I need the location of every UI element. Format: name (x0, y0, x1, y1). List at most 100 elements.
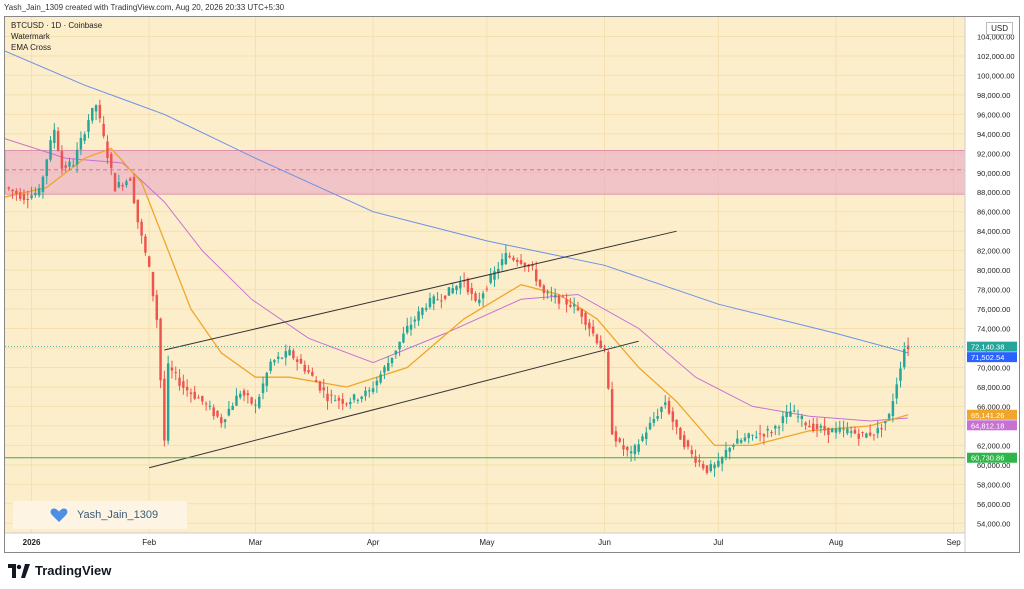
candle-body (724, 449, 728, 458)
candle-body (432, 296, 436, 304)
y-tick-label: 74,000.00 (977, 325, 1010, 334)
candle-body (189, 392, 193, 394)
y-tick-label: 70,000.00 (977, 363, 1010, 372)
candle-body (216, 410, 219, 417)
candle-body (690, 450, 694, 455)
candle-body (128, 178, 132, 181)
candle-body (136, 199, 140, 223)
candle-body (846, 428, 849, 434)
candle-body (204, 403, 208, 405)
y-tick-label: 68,000.00 (977, 383, 1010, 392)
candle-body (345, 403, 348, 405)
candle-body (584, 312, 587, 325)
candle-body (512, 257, 515, 261)
candle-body (349, 402, 352, 405)
x-tick-label: Apr (367, 538, 380, 547)
y-tick-label: 90,000.00 (977, 169, 1010, 178)
candle-body (110, 153, 113, 168)
brand-name: TradingView (35, 563, 112, 578)
ema-slow-line (5, 50, 909, 354)
candle-body (823, 425, 826, 431)
candle-body (861, 432, 864, 434)
candle-body (607, 351, 610, 389)
candle-body (876, 428, 879, 434)
candle-body (645, 432, 648, 439)
candle-body (132, 176, 136, 204)
currency-label[interactable]: USD (986, 22, 1013, 35)
candle-body (682, 435, 686, 448)
candle-body (314, 380, 318, 383)
candle-body (538, 279, 542, 287)
candle-body (804, 422, 807, 426)
y-tick-label: 82,000.00 (977, 247, 1010, 256)
candle-body (295, 359, 299, 362)
candle-body (174, 372, 177, 374)
y-tick-label: 102,000.00 (977, 52, 1015, 61)
candle-body (37, 187, 41, 196)
candle-body (79, 137, 83, 150)
candle-body (155, 294, 159, 320)
candle-body (652, 419, 656, 423)
candle-body (660, 407, 663, 413)
price-chart[interactable]: 54,000.00 56,000.00 58,000.00 60,000.00 62,0… (5, 17, 1019, 552)
candle-body (87, 120, 90, 132)
candle-body (675, 419, 678, 427)
candle-body (679, 428, 682, 440)
candle-body (41, 176, 45, 192)
candle-body (45, 159, 48, 177)
candle-body (686, 440, 690, 447)
candle-body (853, 429, 857, 434)
candle-body (455, 285, 458, 291)
candle-body (102, 123, 105, 137)
candle-body (250, 397, 253, 404)
candle-body (751, 434, 754, 436)
plot-background (5, 17, 965, 533)
candle-body (368, 390, 371, 392)
candle-body (26, 199, 29, 201)
indicator-legend[interactable]: EMA Cross (11, 43, 52, 52)
candle-body (227, 408, 231, 416)
candle-body (811, 423, 815, 431)
candle-body (614, 431, 618, 442)
candle-body (292, 350, 295, 359)
candle-body (402, 333, 405, 343)
candle-body (762, 434, 766, 437)
y-tick-label: 56,000.00 (977, 500, 1010, 509)
candle-body (280, 357, 284, 359)
candle-body (694, 456, 697, 463)
candle-body (903, 349, 906, 368)
x-tick-label: Aug (829, 538, 843, 547)
candle-body (493, 271, 496, 280)
tradingview-logo[interactable]: TradingView (8, 563, 111, 578)
candle-body (868, 432, 872, 436)
candle-body (500, 259, 504, 266)
candle-body (523, 262, 527, 267)
candle-body (91, 107, 94, 121)
candle-body (288, 349, 291, 356)
candle-body (664, 402, 667, 405)
y-tick-label: 54,000.00 (977, 519, 1010, 528)
candle-body (739, 440, 743, 443)
candle-body (777, 427, 781, 429)
candle-body (671, 411, 675, 422)
tradingview-logo-icon (8, 563, 30, 578)
time-axis-background (5, 533, 965, 552)
candle-body (159, 318, 162, 381)
ema-mid-line (5, 138, 909, 422)
y-tick-label: 62,000.00 (977, 441, 1010, 450)
candle-body (273, 360, 276, 363)
candle-body (379, 374, 382, 383)
candle-body (705, 465, 709, 473)
symbol-legend[interactable]: BTCUSD · 1D · Coinbase (11, 21, 103, 30)
candle-body (417, 311, 420, 321)
candle-body (322, 387, 325, 391)
candle-body (603, 347, 606, 349)
price-label-text: 71,502.54 (971, 353, 1004, 362)
price-label-text: 72,140.38 (971, 343, 1004, 352)
candle-body (405, 325, 409, 333)
chart-frame[interactable]: 54,000.00 56,000.00 58,000.00 60,000.00 62,0… (4, 16, 1020, 553)
price-label-tag (967, 452, 1017, 463)
candle-body (208, 405, 212, 407)
candle-body (18, 192, 22, 199)
watermark-legend[interactable]: Watermark (11, 32, 50, 41)
